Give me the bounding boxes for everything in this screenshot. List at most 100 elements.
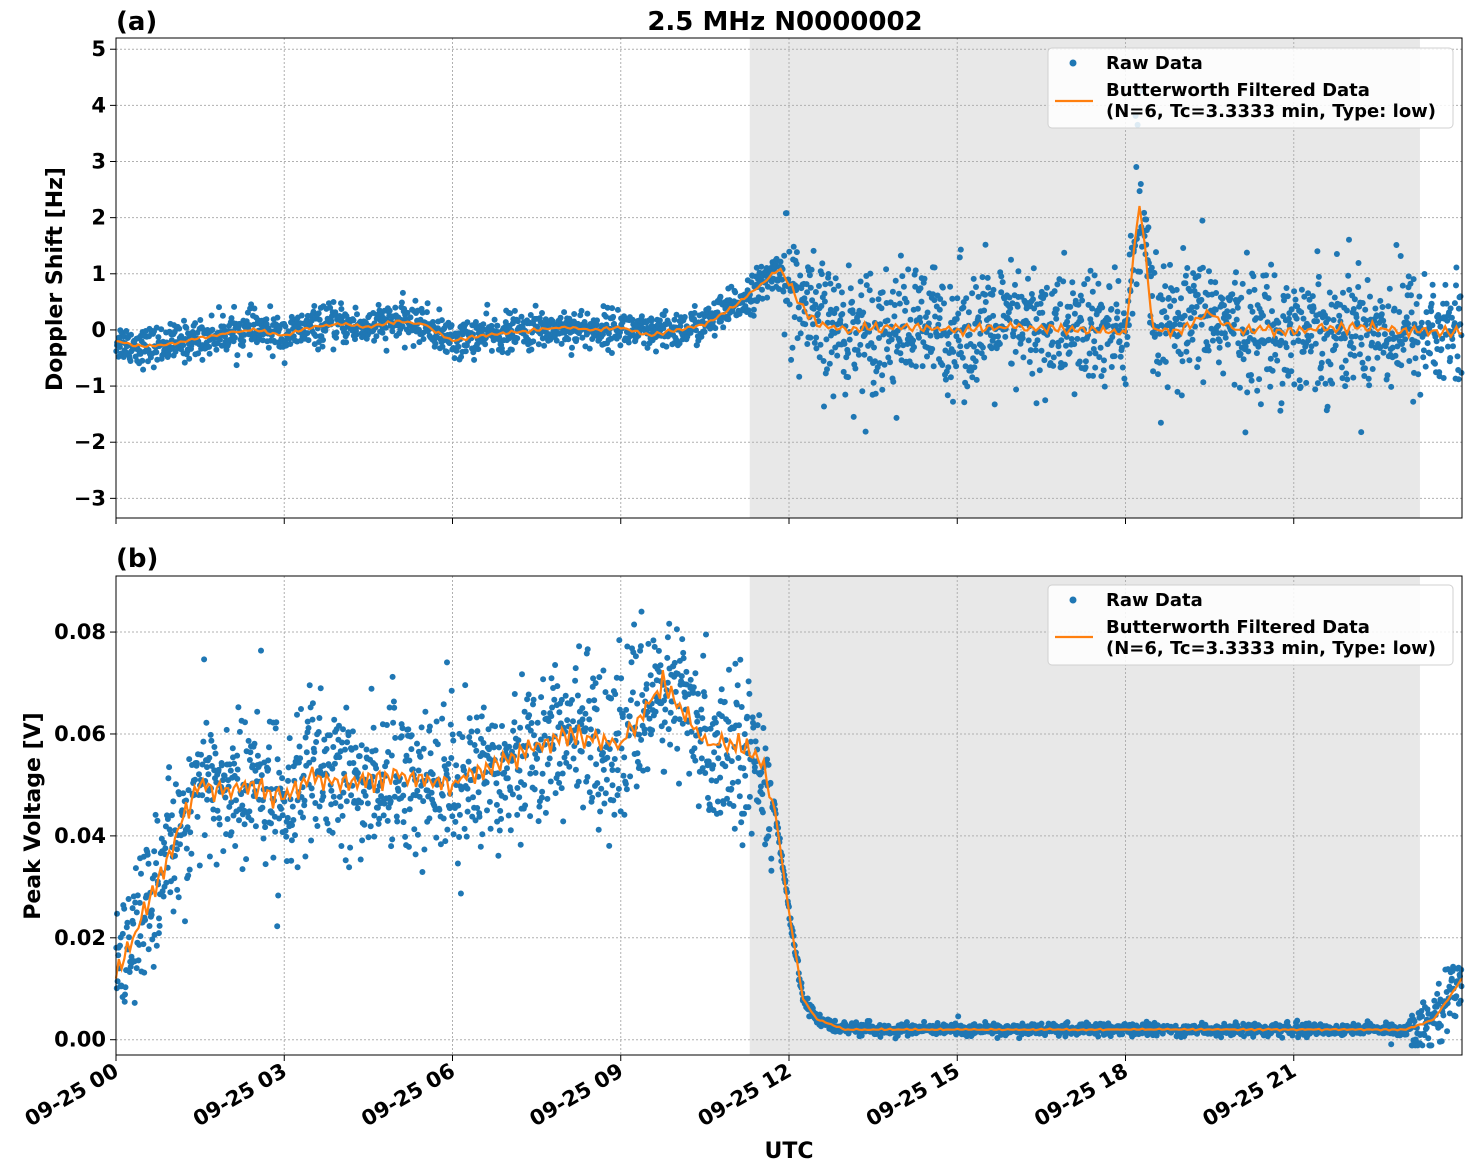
raw-data-point: [473, 714, 480, 721]
raw-data-point: [308, 837, 315, 844]
raw-data-point: [504, 775, 511, 782]
raw-data-point: [1314, 318, 1320, 325]
raw-data-point: [274, 923, 281, 930]
raw-data-point: [982, 241, 989, 248]
raw-data-point: [1089, 305, 1096, 312]
raw-data-point: [522, 802, 529, 809]
raw-data-point: [161, 839, 168, 846]
raw-data-point: [1319, 350, 1326, 357]
raw-data-point: [796, 316, 803, 323]
raw-data-point: [807, 284, 814, 291]
raw-data-point: [562, 692, 569, 699]
raw-data-point: [659, 737, 666, 744]
raw-data-point: [1064, 318, 1071, 325]
raw-data-point: [1188, 329, 1195, 336]
raw-data-point: [823, 336, 830, 343]
raw-data-point: [664, 634, 671, 641]
raw-data-point: [753, 264, 760, 271]
y-tick-label: −2: [74, 430, 106, 454]
raw-data-point: [950, 348, 957, 355]
raw-data-point: [477, 843, 484, 850]
raw-data-point: [1133, 281, 1140, 288]
raw-data-point: [1333, 251, 1340, 257]
raw-data-point: [376, 815, 383, 822]
raw-data-point: [405, 726, 412, 733]
raw-data-point: [1254, 387, 1261, 394]
raw-data-point: [530, 696, 537, 703]
raw-data-point: [569, 697, 575, 703]
raw-data-point: [1091, 338, 1098, 345]
raw-data-point: [924, 353, 930, 360]
raw-data-point: [493, 780, 500, 787]
raw-data-point: [449, 813, 456, 820]
raw-data-point: [586, 345, 593, 352]
raw-data-point: [205, 771, 212, 778]
raw-data-point: [285, 777, 291, 784]
raw-data-point: [399, 289, 406, 296]
raw-data-point: [1182, 272, 1189, 279]
raw-data-point: [380, 812, 387, 819]
raw-data-point: [222, 333, 229, 340]
raw-data-point: [998, 289, 1005, 296]
raw-data-point: [330, 299, 337, 305]
raw-data-point: [1116, 338, 1123, 345]
raw-data-point: [420, 336, 427, 342]
raw-data-point: [420, 798, 427, 805]
raw-data-point: [885, 354, 892, 361]
raw-data-point: [411, 826, 418, 833]
raw-data-point: [556, 709, 563, 716]
raw-data-point: [534, 719, 541, 726]
raw-data-point: [911, 344, 917, 351]
raw-data-point: [136, 899, 143, 906]
raw-data-point: [328, 787, 335, 794]
raw-data-point: [825, 271, 832, 277]
raw-data-point: [834, 352, 841, 359]
raw-data-point: [414, 831, 421, 838]
raw-data-point: [715, 755, 722, 762]
raw-data-point: [633, 783, 640, 790]
raw-data-point: [1322, 380, 1329, 387]
raw-data-point: [596, 674, 603, 681]
raw-data-point: [912, 283, 919, 290]
raw-data-point: [146, 923, 153, 929]
raw-data-point: [548, 713, 555, 720]
raw-data-point: [634, 700, 641, 707]
raw-data-point: [339, 812, 346, 819]
raw-data-point: [475, 789, 482, 796]
raw-data-point: [1111, 353, 1118, 360]
raw-data-point: [887, 359, 893, 366]
raw-data-point: [1027, 347, 1034, 354]
raw-data-point: [527, 770, 534, 777]
raw-data-point: [1143, 216, 1150, 223]
raw-data-point: [1325, 316, 1332, 323]
raw-data-point: [391, 793, 398, 800]
raw-data-point: [858, 292, 865, 299]
raw-data-point: [375, 820, 382, 827]
raw-data-point: [1453, 282, 1459, 289]
raw-data-point: [1190, 270, 1197, 277]
raw-data-point: [447, 721, 454, 728]
raw-data-point: [479, 831, 486, 838]
raw-data-point: [797, 272, 804, 279]
raw-data-point: [595, 826, 602, 833]
raw-data-point: [315, 346, 322, 353]
raw-data-point: [614, 306, 621, 313]
raw-data-point: [1153, 249, 1159, 256]
raw-data-point: [915, 334, 922, 341]
raw-data-point: [350, 760, 357, 766]
raw-data-point: [780, 288, 787, 295]
raw-data-point: [748, 279, 755, 286]
raw-data-point: [591, 697, 598, 704]
raw-data-point: [806, 272, 813, 279]
raw-data-point: [464, 319, 471, 326]
raw-data-point: [586, 789, 593, 796]
raw-data-point: [154, 817, 161, 824]
raw-data-point: [1233, 269, 1239, 276]
raw-data-point: [781, 252, 788, 259]
raw-data-point: [1356, 351, 1363, 358]
raw-data-point: [973, 376, 980, 383]
raw-data-point: [1165, 294, 1172, 301]
raw-data-point: [346, 864, 353, 871]
raw-data-point: [1069, 279, 1076, 286]
